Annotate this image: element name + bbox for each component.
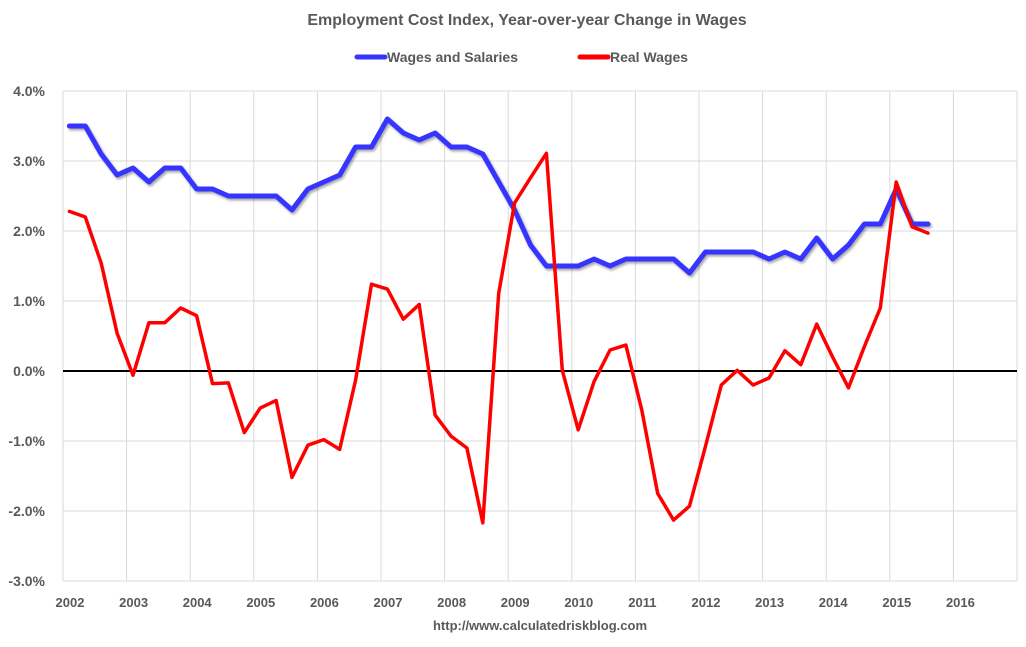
x-tick-label: 2003 (119, 595, 148, 610)
x-tick-label: 2002 (56, 595, 85, 610)
x-tick-label: 2011 (628, 595, 656, 610)
x-tick-label: 2015 (882, 595, 911, 610)
y-tick-label: 3.0% (13, 153, 45, 169)
series-lines (69, 119, 928, 523)
x-tick-label: 2009 (501, 595, 530, 610)
x-tick-label: 2010 (564, 595, 593, 610)
x-tick-label: 2014 (819, 595, 849, 610)
x-axis: 2002 2003 2004 2005 2006 2007 2008 2009 2010 2011… (56, 595, 975, 610)
y-tick-label: 1.0% (13, 293, 45, 309)
y-tick-label: 0.0% (13, 363, 45, 379)
series-line-real-wages (69, 153, 928, 523)
y-tick-label: -2.0% (8, 503, 45, 519)
footer-url: http://www.calculatedriskblog.com (433, 618, 647, 633)
x-tick-label: 2012 (692, 595, 721, 610)
series-line-wages-and-salaries (69, 119, 928, 273)
y-tick-label: 2.0% (13, 223, 45, 239)
legend-label: Wages and Salaries (387, 49, 518, 65)
legend: Wages and Salaries Real Wages (357, 49, 688, 65)
x-tick-label: 2004 (183, 595, 213, 610)
x-tick-label: 2006 (310, 595, 339, 610)
y-tick-label: -1.0% (8, 433, 45, 449)
x-tick-label: 2008 (437, 595, 466, 610)
x-tick-label: 2005 (246, 595, 275, 610)
y-tick-label: -3.0% (8, 573, 45, 589)
x-tick-label: 2007 (374, 595, 403, 610)
y-tick-label: 4.0% (13, 83, 45, 99)
y-axis: 4.0% 3.0% 2.0% 1.0% 0.0% -1.0% -2.0% -3.0% (8, 83, 45, 589)
chart-title: Employment Cost Index, Year-over-year Ch… (307, 12, 746, 29)
x-tick-label: 2016 (946, 595, 975, 610)
legend-label: Real Wages (610, 49, 688, 65)
x-tick-label: 2013 (755, 595, 784, 610)
